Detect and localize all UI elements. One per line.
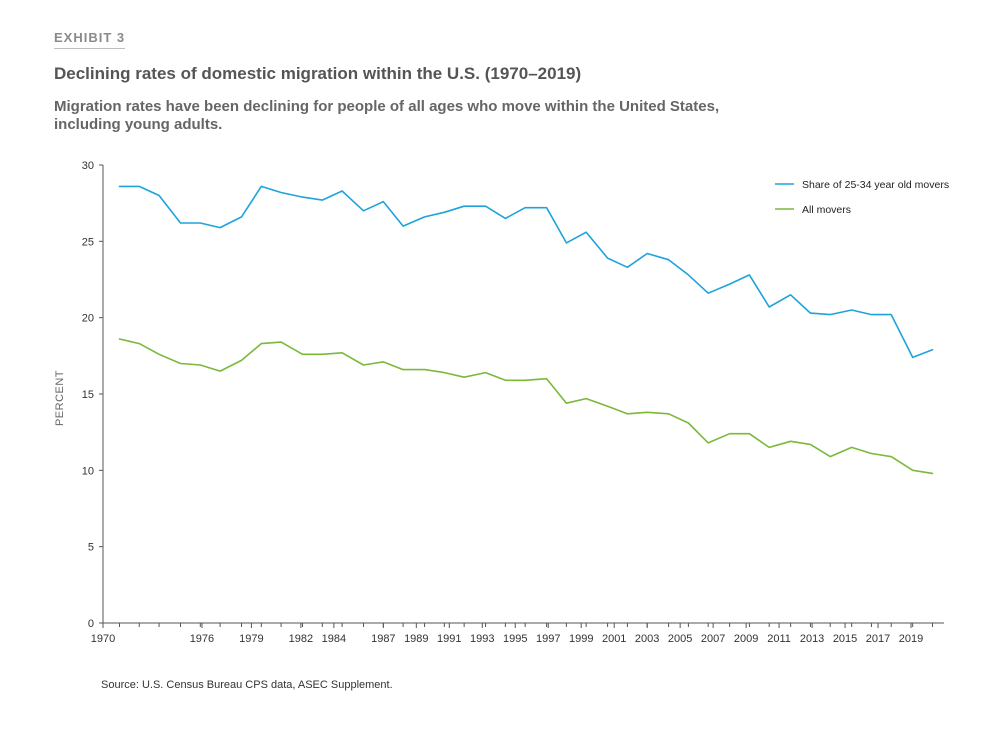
chart-title: Declining rates of domestic migration wi… bbox=[54, 64, 582, 83]
x-tick-label: 2013 bbox=[800, 633, 824, 645]
exhibit-label: EXHIBIT 3 bbox=[54, 30, 126, 49]
x-tick-label: 2003 bbox=[635, 633, 659, 645]
source-note: Source: U.S. Census Bureau CPS data, ASE… bbox=[101, 679, 393, 691]
y-tick-label: 5 bbox=[88, 542, 94, 554]
x-tick-label: 1995 bbox=[503, 633, 527, 645]
x-tick-label: 1979 bbox=[239, 633, 263, 645]
x-tick-label: 1984 bbox=[322, 633, 346, 645]
x-tick-label: 2009 bbox=[734, 633, 758, 645]
x-tick-label: 2015 bbox=[833, 633, 857, 645]
x-tick-label: 1976 bbox=[190, 633, 214, 645]
x-tick-label: 1999 bbox=[569, 633, 593, 645]
x-tick-label: 2019 bbox=[899, 633, 923, 645]
x-tick-label: 2001 bbox=[602, 633, 626, 645]
x-tick-label: 2007 bbox=[701, 633, 725, 645]
x-tick-label: 1991 bbox=[437, 633, 461, 645]
y-tick-label: 0 bbox=[88, 618, 94, 630]
x-tick-label: 2017 bbox=[866, 633, 890, 645]
y-tick-label: 10 bbox=[82, 465, 94, 477]
y-tick-label: 20 bbox=[82, 313, 94, 325]
legend-entry-all-movers: All movers bbox=[802, 204, 851, 216]
y-tick-label: 30 bbox=[82, 160, 94, 172]
x-tick-label: 1970 bbox=[91, 633, 115, 645]
x-tick-label: 2005 bbox=[668, 633, 692, 645]
x-tick-label: 1997 bbox=[536, 633, 560, 645]
y-tick-label: 25 bbox=[82, 236, 94, 248]
x-tick-label: 1993 bbox=[470, 633, 494, 645]
x-tick-label: 1987 bbox=[371, 633, 395, 645]
legend-entry-25-34-movers: Share of 25-34 year old movers bbox=[802, 179, 949, 191]
x-tick-label: 1989 bbox=[404, 633, 428, 645]
series-line-all-movers bbox=[118, 338, 934, 475]
y-axis-label: PERCENT bbox=[54, 370, 66, 426]
x-tick-label: 1982 bbox=[289, 633, 313, 645]
y-tick-label: 15 bbox=[82, 389, 94, 401]
chart-subtitle: Migration rates have been declining for … bbox=[54, 98, 720, 133]
series-line-25-34-movers bbox=[118, 185, 934, 359]
x-tick-label: 2011 bbox=[767, 633, 791, 645]
